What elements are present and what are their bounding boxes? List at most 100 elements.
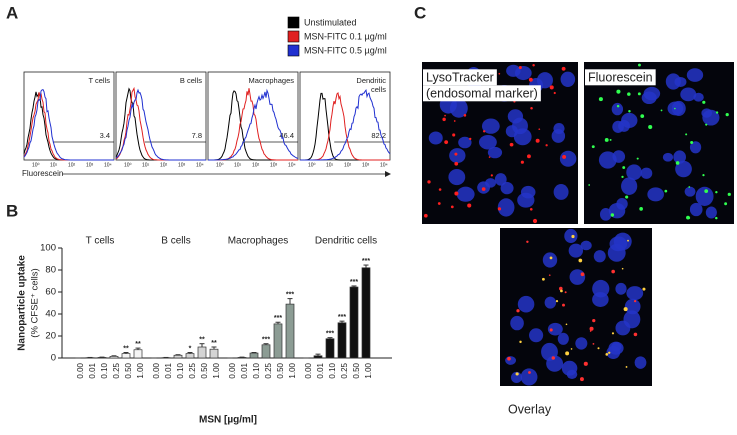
axis-decade: 10³ <box>178 162 186 168</box>
cell-nucleus <box>611 342 622 352</box>
legend-swatch <box>287 44 300 57</box>
vesicle <box>625 366 628 368</box>
significance: *** <box>338 314 346 321</box>
vesicle <box>608 351 611 354</box>
cell-nucleus <box>568 243 584 258</box>
vesicle <box>627 92 631 96</box>
cell-nucleus <box>621 177 638 195</box>
vesicle <box>616 104 620 108</box>
cell-nucleus <box>611 102 624 116</box>
cell-nucleus <box>481 118 500 134</box>
histogram-curve <box>115 86 206 161</box>
vesicle <box>637 92 641 96</box>
vesicle <box>621 175 624 179</box>
panel-title: Macrophages <box>249 76 295 85</box>
vesicle <box>688 186 691 188</box>
vesicle <box>452 133 456 137</box>
vesicle <box>621 267 624 270</box>
cell-nucleus <box>507 109 524 124</box>
cell-nucleus <box>506 64 521 77</box>
cell-nucleus <box>566 369 578 379</box>
bar <box>185 353 195 359</box>
cell-nucleus <box>551 129 566 143</box>
vesicle <box>640 114 645 118</box>
label-backing <box>423 69 497 86</box>
vesicle <box>642 287 646 291</box>
vesicle <box>592 319 596 323</box>
vesicle <box>675 161 680 165</box>
cell-nucleus <box>674 76 687 87</box>
significance: ** <box>123 345 129 352</box>
cell-nucleus <box>695 186 714 206</box>
cell-nucleus <box>680 87 697 102</box>
vesicle <box>548 274 551 276</box>
image-label: LysoTracker <box>426 70 494 84</box>
vesicle <box>423 213 428 218</box>
legend-swatch <box>287 30 300 43</box>
significance: * <box>189 345 192 352</box>
vesicle <box>611 332 615 335</box>
cell-nucleus <box>448 169 466 186</box>
vesicle <box>589 330 592 332</box>
vesicle <box>482 130 486 133</box>
x-tick-label: 0.25 <box>264 362 273 378</box>
cell-nucleus <box>449 98 468 118</box>
x-tick-label: 0.25 <box>188 362 197 378</box>
histogram-curve <box>208 90 298 161</box>
vesicle <box>725 112 729 117</box>
cell-nucleus <box>684 186 696 197</box>
axis-decade: 10⁴ <box>380 162 388 168</box>
vesicle <box>715 190 718 194</box>
cell-nucleus <box>529 328 544 343</box>
cell-nucleus <box>624 298 641 315</box>
vesicle <box>518 66 522 70</box>
image-label: Overlay <box>508 402 552 416</box>
vesicle <box>532 218 538 224</box>
vesicle <box>690 141 694 145</box>
vesicle <box>702 100 706 104</box>
cell-nucleus <box>478 135 497 150</box>
significance: *** <box>362 258 370 265</box>
vesicle <box>454 152 458 156</box>
vesicle <box>687 216 691 220</box>
histogram-curve <box>115 87 206 161</box>
vesicle <box>660 109 663 112</box>
panel-title: T cells <box>88 76 110 85</box>
significance: *** <box>286 291 294 298</box>
vesicle <box>528 77 533 82</box>
cell-nucleus <box>616 198 628 210</box>
cell-nucleus <box>564 228 578 244</box>
cell-nucleus <box>623 310 641 329</box>
gate-value: 7.8 <box>192 131 202 140</box>
vesicle <box>549 256 553 260</box>
vesicle <box>623 307 628 312</box>
cell-nucleus <box>626 286 644 301</box>
vesicle <box>454 161 459 166</box>
x-tick-label: 1.00 <box>288 362 297 378</box>
cell-nucleus <box>705 206 717 219</box>
vesicle <box>520 160 524 164</box>
vesicle <box>535 138 540 143</box>
image-label: (endosomal marker) <box>426 86 538 100</box>
bar <box>249 352 259 359</box>
cell-nucleus <box>494 173 507 186</box>
vesicle <box>633 332 638 337</box>
vesicle <box>704 189 709 193</box>
cell-nucleus <box>517 192 535 208</box>
vesicle <box>685 133 688 136</box>
vesicle <box>437 202 441 205</box>
vesicle <box>597 347 600 350</box>
vesicle <box>705 123 708 126</box>
bar <box>273 323 283 359</box>
group-title: Dendritic cells <box>315 236 377 247</box>
cell-nucleus <box>673 150 686 164</box>
x-tick-label: 0.50 <box>276 362 285 378</box>
cell-nucleus <box>612 150 626 163</box>
vesicle <box>625 195 629 199</box>
label-backing <box>585 69 656 86</box>
vesicle <box>592 342 595 345</box>
cell-nucleus <box>500 181 514 195</box>
vesicle <box>469 137 472 141</box>
vesicle <box>638 63 641 67</box>
histogram-curve <box>115 88 206 161</box>
